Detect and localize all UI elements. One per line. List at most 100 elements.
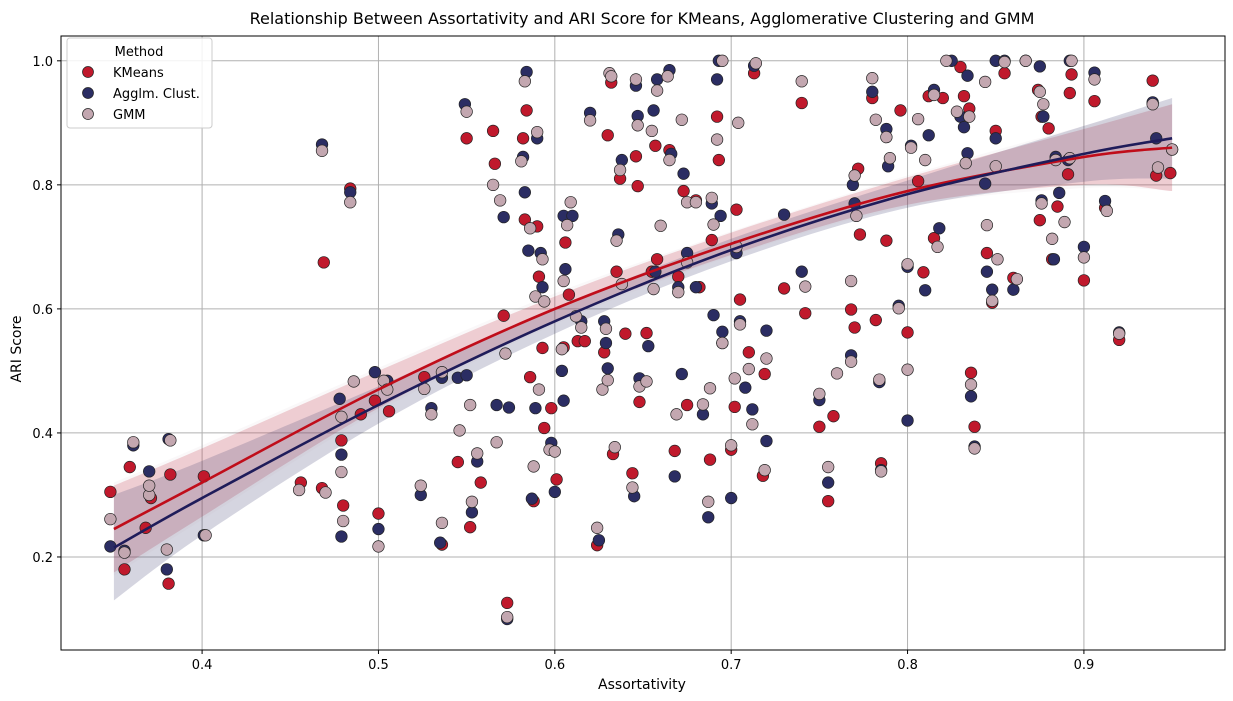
point-gmm bbox=[583, 114, 597, 127]
point-agglm-clust bbox=[668, 470, 681, 483]
point-kmeans bbox=[118, 563, 131, 576]
point-kmeans bbox=[703, 453, 717, 466]
point-agglm-clust bbox=[1037, 110, 1050, 123]
point-gmm bbox=[601, 374, 614, 387]
point-gmm bbox=[292, 483, 306, 497]
point-agglm-clust bbox=[1007, 283, 1020, 296]
point-kmeans bbox=[640, 326, 653, 340]
point-gmm bbox=[716, 336, 729, 350]
point-kmeans bbox=[610, 265, 623, 278]
point-kmeans bbox=[680, 398, 694, 412]
point-kmeans bbox=[631, 179, 644, 193]
point-agglm-clust bbox=[160, 563, 173, 576]
point-agglm-clust bbox=[548, 485, 561, 498]
point-gmm bbox=[118, 546, 131, 559]
point-gmm bbox=[795, 75, 808, 88]
point-gmm bbox=[647, 282, 660, 296]
point-gmm bbox=[746, 418, 759, 431]
point-gmm bbox=[347, 375, 360, 388]
point-gmm bbox=[866, 72, 879, 85]
point-agglm-clust bbox=[566, 209, 579, 223]
point-gmm bbox=[950, 105, 964, 118]
point-agglm-clust bbox=[599, 336, 613, 350]
point-gmm bbox=[880, 130, 893, 144]
point-kmeans bbox=[372, 507, 385, 520]
point-gmm bbox=[1058, 215, 1071, 229]
point-agglm-clust bbox=[702, 511, 715, 524]
point-kmeans bbox=[968, 420, 981, 433]
point-gmm bbox=[883, 152, 897, 165]
point-gmm bbox=[696, 398, 710, 411]
point-agglm-clust bbox=[739, 381, 752, 394]
point-gmm bbox=[1033, 85, 1046, 98]
point-agglm-clust bbox=[978, 177, 992, 190]
confidence-band-gmm bbox=[113, 104, 1173, 576]
point-agglm-clust bbox=[777, 208, 791, 221]
point-agglm-clust bbox=[529, 401, 542, 415]
point-gmm bbox=[986, 294, 999, 307]
legend-label-kmeans: KMeans bbox=[113, 66, 164, 81]
point-gmm bbox=[968, 442, 981, 455]
point-kmeans bbox=[853, 228, 867, 241]
point-kmeans bbox=[880, 234, 893, 247]
point-kmeans bbox=[911, 174, 925, 188]
point-agglm-clust bbox=[460, 369, 473, 382]
point-kmeans bbox=[822, 495, 835, 508]
point-gmm bbox=[830, 367, 844, 380]
point-gmm bbox=[670, 408, 683, 421]
point-agglm-clust bbox=[866, 85, 879, 98]
point-kmeans bbox=[497, 309, 510, 322]
x-tick-label: 0.5 bbox=[368, 658, 389, 673]
point-gmm bbox=[654, 219, 667, 232]
point-agglm-clust bbox=[1053, 186, 1066, 200]
point-kmeans bbox=[626, 467, 639, 480]
point-gmm bbox=[705, 191, 718, 205]
point-kmeans bbox=[1065, 68, 1078, 81]
point-agglm-clust bbox=[980, 265, 994, 278]
point-gmm bbox=[1037, 98, 1050, 111]
point-kmeans bbox=[488, 157, 502, 170]
point-kmeans bbox=[164, 468, 177, 481]
point-kmeans bbox=[104, 485, 117, 498]
point-agglm-clust bbox=[502, 401, 516, 414]
point-kmeans bbox=[730, 203, 743, 216]
point-agglm-clust bbox=[333, 392, 346, 405]
point-agglm-clust bbox=[335, 530, 348, 543]
point-gmm bbox=[626, 481, 639, 494]
point-agglm-clust bbox=[922, 129, 935, 142]
point-kmeans bbox=[827, 410, 840, 423]
y-tick-label: 0.4 bbox=[32, 427, 53, 442]
x-tick-label: 0.8 bbox=[897, 658, 918, 673]
x-tick-label: 0.6 bbox=[544, 658, 565, 673]
point-kmeans bbox=[917, 266, 930, 279]
point-agglm-clust bbox=[647, 104, 660, 117]
point-gmm bbox=[650, 84, 664, 97]
point-gmm bbox=[532, 383, 546, 396]
point-gmm bbox=[848, 169, 861, 182]
point-gmm bbox=[501, 610, 514, 624]
point-gmm bbox=[435, 516, 449, 530]
point-agglm-clust bbox=[675, 367, 688, 381]
point-agglm-clust bbox=[525, 492, 539, 505]
point-gmm bbox=[372, 540, 385, 553]
point-kmeans bbox=[742, 346, 755, 359]
x-tick-label: 0.4 bbox=[192, 658, 213, 673]
point-gmm bbox=[1077, 251, 1091, 264]
point-gmm bbox=[143, 479, 156, 492]
point-gmm bbox=[978, 75, 992, 89]
point-kmeans bbox=[501, 596, 514, 610]
point-gmm bbox=[850, 209, 863, 223]
point-gmm bbox=[575, 321, 588, 334]
point-kmeans bbox=[545, 401, 558, 415]
point-agglm-clust bbox=[536, 281, 549, 294]
point-gmm bbox=[605, 70, 618, 83]
point-gmm bbox=[160, 543, 173, 556]
point-agglm-clust bbox=[933, 222, 946, 235]
point-gmm bbox=[344, 196, 357, 209]
axis-ticks: 0.4 0.5 0.6 0.7 0.8 0.9 0.2 0.4 0.6 0.8 1.0 bbox=[32, 55, 1094, 673]
point-gmm bbox=[703, 382, 717, 395]
point-gmm bbox=[1100, 204, 1113, 218]
point-kmeans bbox=[629, 150, 643, 163]
point-kmeans bbox=[710, 110, 724, 123]
